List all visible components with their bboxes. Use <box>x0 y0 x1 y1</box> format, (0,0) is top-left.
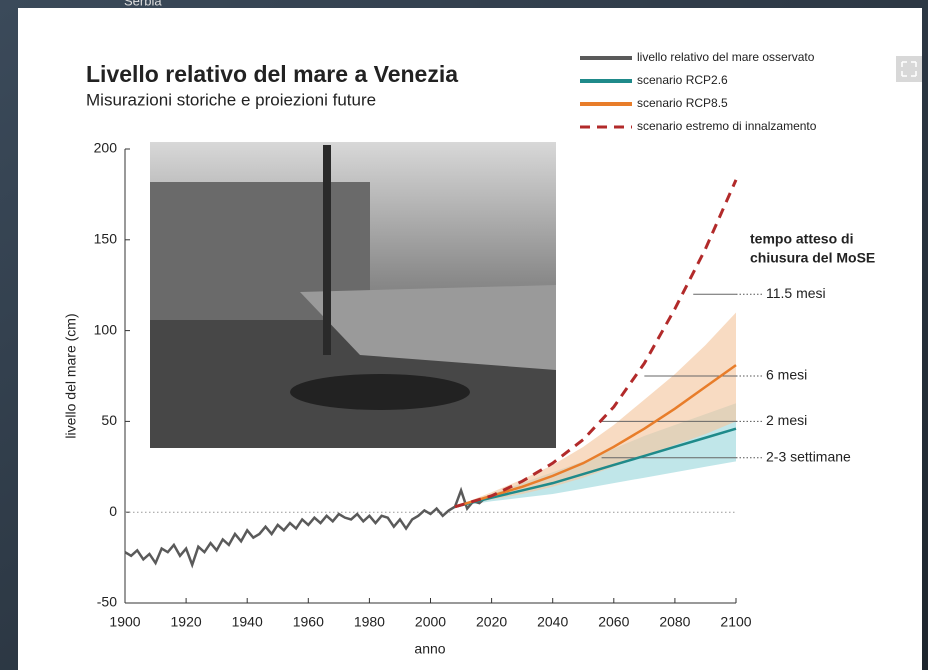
photo-boat <box>300 285 556 370</box>
x-tick-label: 2080 <box>659 614 690 630</box>
annotation-label: 6 mesi <box>766 367 807 383</box>
x-tick-label: 1920 <box>171 614 202 630</box>
fullscreen-glyph <box>901 61 917 77</box>
uncertainty-band <box>454 312 736 507</box>
series-line <box>454 427 737 508</box>
series-line <box>454 179 738 509</box>
photo-dinghy <box>290 374 470 410</box>
x-tick-label: 2020 <box>476 614 507 630</box>
x-tick-label: 2100 <box>720 614 751 630</box>
annotation-title: tempo atteso di <box>750 231 853 247</box>
photo <box>150 142 556 448</box>
legend-label: livello relativo del mare osservato <box>637 50 815 64</box>
y-axis-label: livello del mare (cm) <box>63 313 79 438</box>
legend-label: scenario estremo di innalzamento <box>637 119 817 133</box>
photo-lamppost <box>323 145 331 355</box>
x-tick-label: 2040 <box>537 614 568 630</box>
annotation-title: chiusura del MoSE <box>750 250 875 266</box>
fullscreen-icon[interactable] <box>896 56 922 82</box>
x-tick-label: 1980 <box>354 614 385 630</box>
x-axis-label: anno <box>414 641 445 657</box>
annotation-label: 11.5 mesi <box>766 285 826 301</box>
series-line <box>124 486 487 569</box>
annotation-label: 2 mesi <box>766 412 807 428</box>
legend-label: scenario RCP2.6 <box>637 73 728 87</box>
x-tick-label: 1960 <box>293 614 324 630</box>
y-tick-label: 50 <box>101 412 117 428</box>
y-tick-label: 100 <box>94 321 118 337</box>
y-tick-label: 200 <box>94 140 118 156</box>
x-tick-label: 2000 <box>415 614 446 630</box>
y-tick-label: 150 <box>94 231 118 247</box>
x-tick-label: 2060 <box>598 614 629 630</box>
fullscreen-button[interactable] <box>896 56 922 82</box>
series-line <box>454 364 737 508</box>
annotation-label: 2-3 settimane <box>766 448 851 464</box>
y-tick-label: -50 <box>97 594 117 610</box>
y-tick-label: 0 <box>109 503 117 519</box>
map-label: Serbia <box>124 0 162 8</box>
legend-label: scenario RCP8.5 <box>637 96 728 110</box>
x-tick-label: 1900 <box>109 614 140 630</box>
chart-subtitle: Misurazioni storiche e proiezioni future <box>86 90 376 109</box>
chart-title: Livello relativo del mare a Venezia <box>86 61 458 87</box>
x-tick-label: 1940 <box>232 614 263 630</box>
